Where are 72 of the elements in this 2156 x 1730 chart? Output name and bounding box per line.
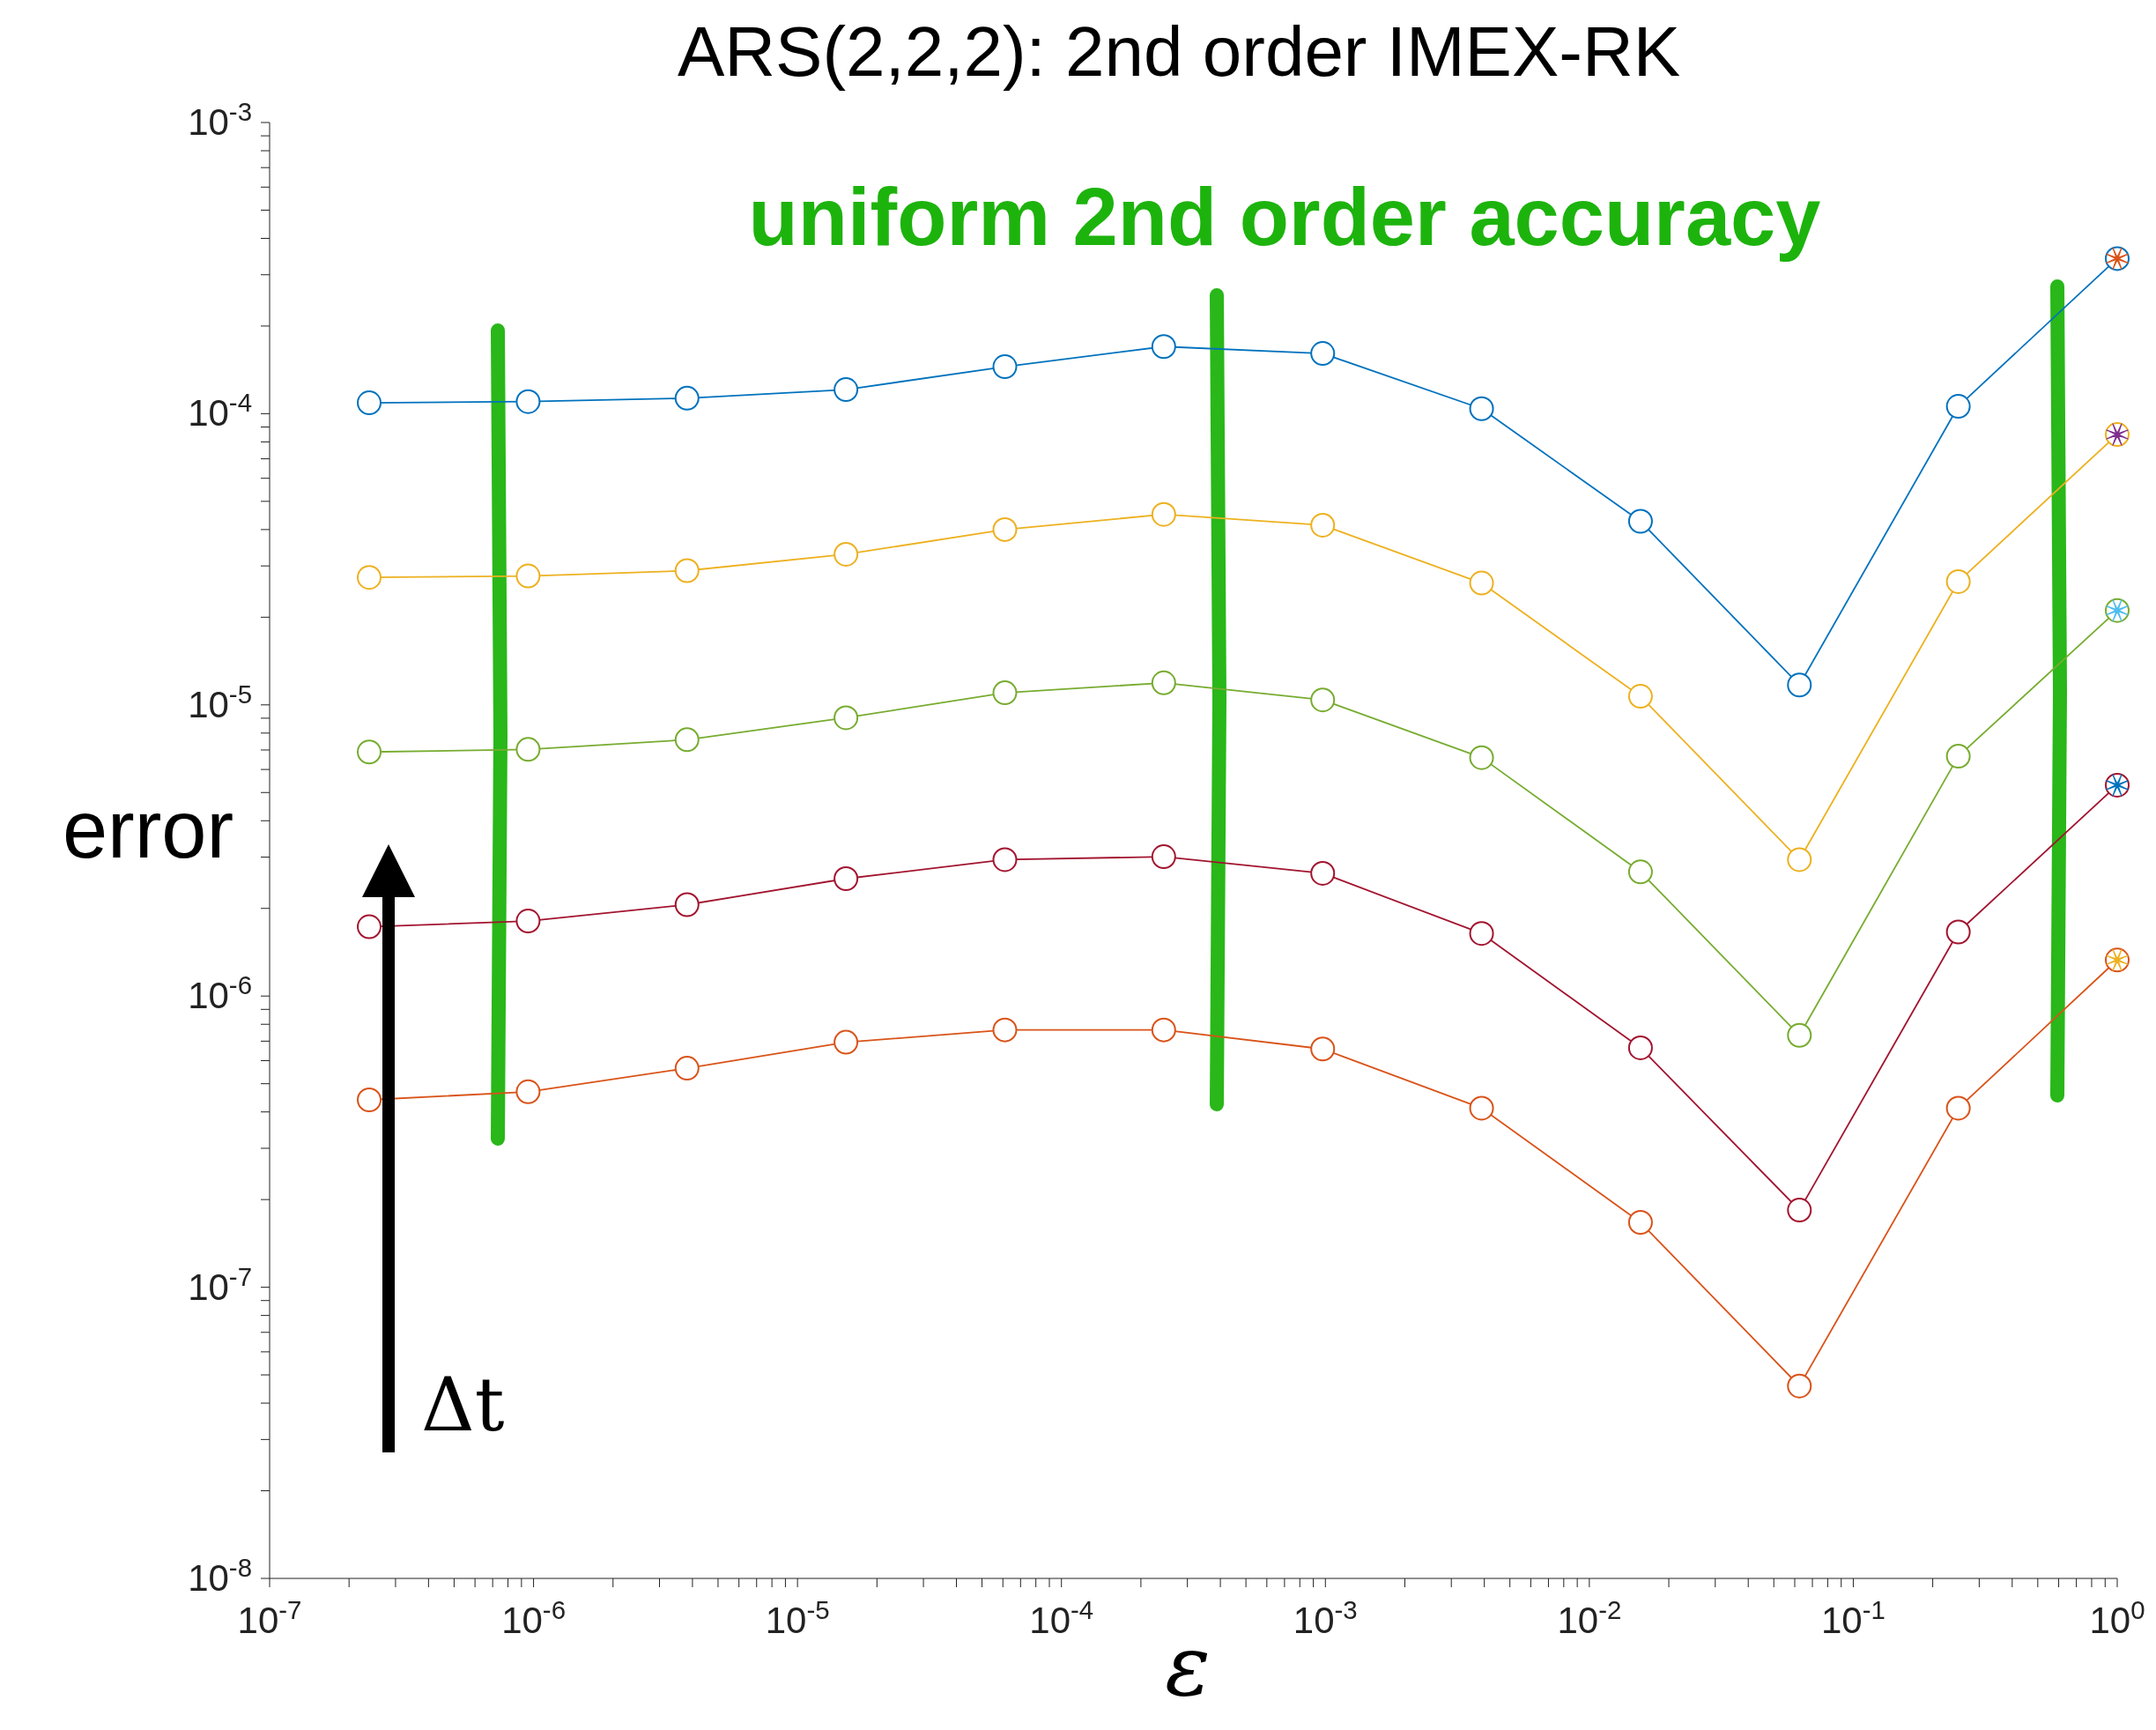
y-tick-label: 10$^{-5}$ xyxy=(188,679,252,725)
annotation: uniform 2nd order accuracy xyxy=(748,172,1821,262)
point xyxy=(515,1079,541,1104)
point xyxy=(1151,334,1176,360)
x-tick-label: 10$^{-2}$ xyxy=(1557,1594,1622,1641)
point xyxy=(1151,1017,1176,1043)
x-tick-label: 10$^{-4}$ xyxy=(1029,1594,1094,1641)
point xyxy=(1310,1036,1336,1062)
point xyxy=(357,739,382,765)
point xyxy=(674,385,700,411)
x-axis-title: ε xyxy=(1165,1616,1211,1715)
point xyxy=(1469,570,1494,596)
point xyxy=(1627,509,1653,534)
point xyxy=(1469,396,1494,421)
x-tick-label: 10$^{-3}$ xyxy=(1293,1594,1358,1641)
point xyxy=(1787,1373,1812,1399)
point xyxy=(515,389,541,414)
y-axis-title: error xyxy=(62,784,234,874)
y-tick-label: 10$^{-4}$ xyxy=(188,387,252,434)
annotation: Δt xyxy=(421,1362,505,1448)
point xyxy=(1151,670,1176,695)
point xyxy=(1787,1198,1812,1223)
point xyxy=(674,558,700,583)
point xyxy=(1945,919,1971,945)
x-tick-label: 10$^{-6}$ xyxy=(501,1594,566,1641)
point xyxy=(1627,1210,1653,1236)
point xyxy=(834,705,859,731)
x-tick-label: 10$^{-1}$ xyxy=(1821,1594,1886,1641)
point xyxy=(674,727,700,753)
y-tick-label: 10$^{-7}$ xyxy=(188,1261,252,1308)
point xyxy=(992,680,1018,706)
point xyxy=(834,866,859,892)
point xyxy=(1469,745,1494,770)
point xyxy=(1945,568,1971,594)
point xyxy=(1787,1022,1812,1048)
point xyxy=(1945,394,1971,420)
point xyxy=(1945,1095,1971,1121)
point xyxy=(674,1056,700,1081)
point xyxy=(834,377,859,403)
point xyxy=(834,541,859,567)
point xyxy=(992,847,1018,872)
point xyxy=(1627,859,1653,885)
point xyxy=(357,390,382,416)
point xyxy=(1310,860,1336,886)
point xyxy=(1151,501,1176,527)
y-tick-label: 10$^{-3}$ xyxy=(188,96,252,143)
point xyxy=(1787,847,1812,872)
point xyxy=(1310,512,1336,538)
point xyxy=(515,909,541,934)
chart-title: ARS(2,2,2): 2nd order IMEX-RK xyxy=(677,12,1681,91)
point xyxy=(1627,1035,1653,1060)
point xyxy=(992,354,1018,380)
point xyxy=(992,1017,1018,1043)
point xyxy=(1945,744,1971,769)
y-tick-label: 10$^{-6}$ xyxy=(188,969,252,1017)
point xyxy=(357,1088,382,1112)
point xyxy=(357,914,382,939)
point xyxy=(1151,844,1176,870)
point xyxy=(357,565,382,590)
point xyxy=(515,563,541,589)
point xyxy=(992,516,1018,542)
point xyxy=(1469,921,1494,947)
point xyxy=(1310,687,1336,713)
point xyxy=(515,737,541,762)
point xyxy=(1469,1095,1494,1121)
point xyxy=(674,892,700,917)
point xyxy=(1627,684,1653,709)
point xyxy=(1310,341,1336,367)
x-tick-label: 10$^{0}$ xyxy=(2089,1594,2145,1641)
x-tick-label: 10$^{-5}$ xyxy=(765,1594,830,1641)
point xyxy=(834,1029,859,1055)
point xyxy=(1787,672,1812,698)
